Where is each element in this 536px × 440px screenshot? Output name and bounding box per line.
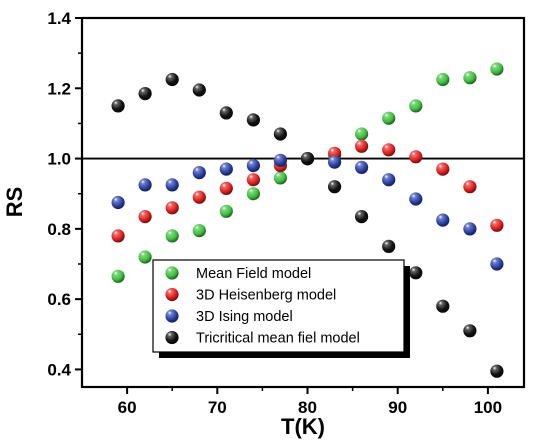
x-tick-label: 80 (298, 398, 317, 417)
data-point (246, 187, 260, 201)
data-point (246, 159, 260, 173)
x-axis-title: T(K) (281, 414, 325, 439)
data-point (490, 257, 504, 271)
data-point (138, 250, 152, 264)
data-point (273, 127, 287, 141)
data-point (138, 87, 152, 101)
legend-entry: 3D Heisenberg model (165, 288, 336, 304)
data-point (165, 72, 179, 87)
y-tick-label: 0.8 (47, 220, 71, 239)
data-point (436, 72, 450, 87)
x-tick-label: 100 (474, 398, 502, 417)
data-point (219, 162, 233, 176)
legend-marker (165, 266, 179, 280)
data-point (463, 222, 477, 236)
data-point (273, 153, 287, 167)
legend-entry: Tricritical mean fiel model (165, 330, 360, 347)
data-point (111, 269, 125, 283)
series-3 (111, 152, 504, 271)
data-point (355, 139, 369, 153)
y-tick-label: 1.0 (47, 150, 71, 169)
plot-frame (80, 16, 526, 389)
data-point (490, 218, 504, 232)
data-point (409, 192, 423, 206)
x-tick-label: 60 (118, 398, 137, 417)
legend-marker (165, 330, 179, 345)
data-point (219, 106, 233, 120)
data-point (273, 171, 287, 185)
legend-label: Tricritical mean fiel model (196, 331, 360, 347)
data-point (165, 229, 179, 243)
data-point (165, 178, 179, 192)
data-point (490, 62, 504, 76)
legend-label: Mean Field model (196, 266, 311, 282)
x-tick-label: 70 (208, 398, 227, 417)
series-4 (111, 72, 504, 378)
data-point (463, 180, 477, 194)
y-tick-label: 1.2 (47, 79, 71, 98)
legend-box (152, 259, 405, 353)
data-point (382, 239, 396, 253)
data-point (463, 324, 477, 338)
data-point (138, 178, 152, 192)
data-point (409, 99, 423, 113)
data-point (328, 155, 342, 169)
data-point (355, 127, 369, 141)
y-tick-label: 1.4 (47, 9, 71, 28)
data-point (219, 204, 233, 218)
data-point (328, 180, 342, 194)
data-point (355, 160, 369, 174)
data-point (192, 166, 206, 180)
data-point (382, 143, 396, 157)
data-point (192, 224, 206, 238)
data-point (409, 150, 423, 164)
legend-label: 3D Ising model (196, 309, 293, 325)
data-point (111, 99, 125, 113)
legend-label: 3D Heisenberg model (196, 288, 336, 304)
data-point (111, 229, 125, 243)
data-point (436, 213, 450, 227)
legend-marker (165, 287, 179, 302)
y-tick-label: 0.4 (47, 360, 71, 379)
data-point (490, 364, 504, 378)
data-point (192, 83, 206, 97)
legend-entry: 3D Ising model (165, 309, 293, 325)
data-point (463, 71, 477, 85)
data-point (436, 162, 450, 176)
data-point (436, 299, 450, 313)
x-tick-label: 90 (388, 398, 407, 417)
data-point (300, 152, 315, 166)
legend-entry: Mean Field model (165, 266, 311, 282)
data-point (219, 181, 233, 195)
y-tick-label: 0.6 (47, 290, 71, 309)
data-point (382, 173, 396, 187)
data-point (246, 173, 260, 187)
data-point (355, 210, 369, 224)
legend: Mean Field model 3D Heisenberg model 3D Is… (152, 259, 410, 358)
data-point (165, 201, 179, 215)
data-point (111, 195, 125, 210)
data-point (192, 190, 206, 204)
data-point (409, 266, 423, 280)
y-axis-title: RS (2, 187, 27, 218)
legend-marker (165, 309, 179, 323)
data-point (138, 210, 152, 224)
data-point (382, 111, 396, 125)
data-point (246, 113, 260, 127)
